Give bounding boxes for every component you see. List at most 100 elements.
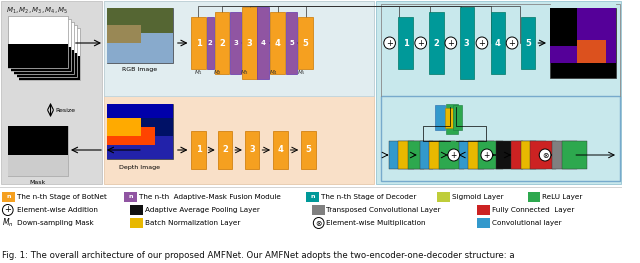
Bar <box>107 104 173 159</box>
Text: 4: 4 <box>277 145 284 154</box>
Text: Convolutional layer: Convolutional layer <box>492 220 561 226</box>
Bar <box>107 136 173 159</box>
Bar <box>550 8 616 63</box>
Bar <box>107 25 141 43</box>
Bar <box>306 192 319 202</box>
Bar <box>191 17 206 69</box>
Text: 3: 3 <box>246 38 252 48</box>
Text: +: + <box>479 38 485 48</box>
Text: +: + <box>484 150 490 159</box>
Circle shape <box>3 205 13 215</box>
Bar <box>408 141 433 169</box>
Bar <box>107 8 173 63</box>
Bar <box>550 8 616 78</box>
Bar <box>2 192 15 202</box>
Text: Transposed Convolutional Layer: Transposed Convolutional Layer <box>326 207 441 213</box>
Bar <box>388 141 414 169</box>
Text: 5: 5 <box>303 38 308 48</box>
Text: RGB Image: RGB Image <box>122 68 157 73</box>
Bar <box>19 56 79 80</box>
Bar <box>13 50 74 74</box>
Bar <box>312 205 324 215</box>
Bar <box>191 131 206 169</box>
Text: ⊗: ⊗ <box>542 150 548 159</box>
Text: 5: 5 <box>305 145 312 154</box>
Bar <box>491 12 505 74</box>
Bar <box>245 131 259 169</box>
Text: +: + <box>417 38 424 48</box>
Bar <box>439 141 465 169</box>
Bar <box>124 192 137 202</box>
Bar <box>468 141 493 169</box>
Text: Adaptive Average Pooling Layer: Adaptive Average Pooling Layer <box>145 207 260 213</box>
Bar <box>8 16 68 68</box>
Bar <box>446 104 458 134</box>
Circle shape <box>476 37 488 49</box>
Bar <box>398 17 413 69</box>
Bar <box>301 131 316 169</box>
Text: n: n <box>6 195 10 200</box>
Bar <box>1 1 102 184</box>
Bar <box>477 218 490 228</box>
Text: +: + <box>386 38 393 48</box>
Text: 2: 2 <box>208 40 212 46</box>
Circle shape <box>384 37 396 49</box>
Bar <box>8 126 68 158</box>
Text: 2: 2 <box>222 145 228 154</box>
Bar <box>17 25 77 77</box>
Bar <box>230 12 241 74</box>
Text: ReLU Layer: ReLU Layer <box>542 194 582 200</box>
Text: Resize: Resize <box>56 108 76 113</box>
Bar <box>550 8 577 46</box>
Circle shape <box>314 218 324 229</box>
Bar <box>207 17 214 69</box>
Text: 4: 4 <box>495 38 501 48</box>
Bar <box>460 7 474 79</box>
Bar <box>445 108 452 128</box>
Bar <box>130 205 143 215</box>
Text: The n-th Stage of BotNet: The n-th Stage of BotNet <box>17 194 106 200</box>
Text: Fully Connected  Layer: Fully Connected Layer <box>492 207 574 213</box>
Text: $M_5$: $M_5$ <box>297 69 306 77</box>
Text: $M_2$: $M_2$ <box>213 69 222 77</box>
Text: Sigmoid Layer: Sigmoid Layer <box>452 194 504 200</box>
Bar <box>8 155 68 176</box>
Text: 4: 4 <box>275 38 280 48</box>
Circle shape <box>540 149 551 161</box>
Text: Mask: Mask <box>30 180 46 185</box>
Bar <box>561 141 587 169</box>
Bar <box>478 141 503 169</box>
Bar <box>8 126 68 176</box>
Text: $M_1, M_2, M_3, M_4, M_5$: $M_1, M_2, M_3, M_4, M_5$ <box>6 6 68 16</box>
Text: $M_4$: $M_4$ <box>269 69 278 77</box>
Text: $M_3$: $M_3$ <box>241 69 249 77</box>
Bar <box>495 141 523 169</box>
Text: Fig. 1: The overall architecture of our proposed AMFNet. Our AMFNet adopts the t: Fig. 1: The overall architecture of our … <box>2 250 515 260</box>
Bar <box>13 22 74 74</box>
Bar <box>270 12 285 74</box>
Text: 3: 3 <box>464 38 470 48</box>
Text: Element-wise Addition: Element-wise Addition <box>17 207 97 213</box>
Circle shape <box>445 37 457 49</box>
Bar <box>531 141 556 169</box>
Bar <box>398 141 424 169</box>
Bar <box>107 104 173 118</box>
Bar <box>521 17 535 69</box>
Bar <box>257 7 269 79</box>
Text: n: n <box>129 195 133 200</box>
Bar <box>381 96 620 181</box>
Circle shape <box>415 37 426 49</box>
Bar <box>107 33 173 63</box>
Text: 2: 2 <box>434 38 440 48</box>
Text: +: + <box>509 38 515 48</box>
Text: $M_1$: $M_1$ <box>194 69 203 77</box>
Bar <box>19 28 79 80</box>
Text: 3: 3 <box>233 40 238 46</box>
Text: Depth Image: Depth Image <box>120 164 161 169</box>
Text: 1: 1 <box>196 38 202 48</box>
Bar <box>285 12 298 74</box>
Text: +: + <box>447 38 454 48</box>
Text: 1: 1 <box>403 38 408 48</box>
Circle shape <box>481 149 493 161</box>
Bar <box>435 105 445 130</box>
